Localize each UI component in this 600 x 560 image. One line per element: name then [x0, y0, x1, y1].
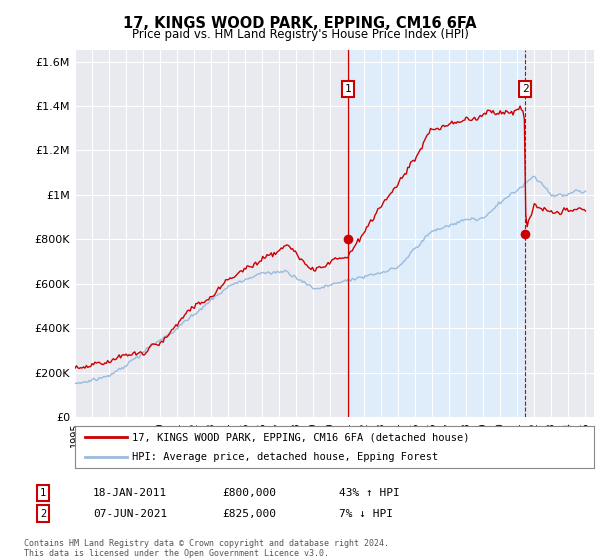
- Text: 43% ↑ HPI: 43% ↑ HPI: [339, 488, 400, 498]
- Text: 17, KINGS WOOD PARK, EPPING, CM16 6FA (detached house): 17, KINGS WOOD PARK, EPPING, CM16 6FA (d…: [132, 432, 470, 442]
- Text: 07-JUN-2021: 07-JUN-2021: [93, 508, 167, 519]
- Text: 2: 2: [40, 508, 46, 519]
- Text: Price paid vs. HM Land Registry's House Price Index (HPI): Price paid vs. HM Land Registry's House …: [131, 28, 469, 41]
- Text: 1: 1: [40, 488, 46, 498]
- Text: £800,000: £800,000: [222, 488, 276, 498]
- Text: HPI: Average price, detached house, Epping Forest: HPI: Average price, detached house, Eppi…: [132, 452, 439, 462]
- Text: 18-JAN-2011: 18-JAN-2011: [93, 488, 167, 498]
- Text: 7% ↓ HPI: 7% ↓ HPI: [339, 508, 393, 519]
- Text: 1: 1: [345, 84, 352, 94]
- Text: 2: 2: [522, 84, 529, 94]
- Bar: [348, 50, 525, 417]
- Text: £825,000: £825,000: [222, 508, 276, 519]
- Text: 17, KINGS WOOD PARK, EPPING, CM16 6FA: 17, KINGS WOOD PARK, EPPING, CM16 6FA: [123, 16, 477, 31]
- Text: Contains HM Land Registry data © Crown copyright and database right 2024.
This d: Contains HM Land Registry data © Crown c…: [24, 539, 389, 558]
